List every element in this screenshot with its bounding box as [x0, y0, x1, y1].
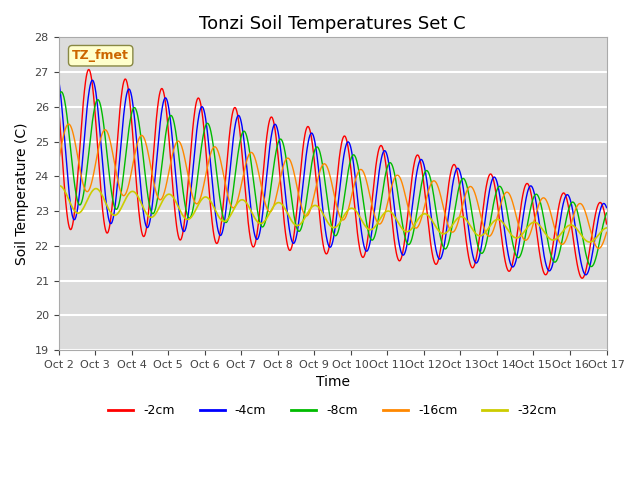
Y-axis label: Soil Temperature (C): Soil Temperature (C)	[15, 122, 29, 265]
Legend: -2cm, -4cm, -8cm, -16cm, -32cm: -2cm, -4cm, -8cm, -16cm, -32cm	[103, 399, 562, 422]
X-axis label: Time: Time	[316, 375, 349, 389]
Title: Tonzi Soil Temperatures Set C: Tonzi Soil Temperatures Set C	[199, 15, 466, 33]
Text: TZ_fmet: TZ_fmet	[72, 49, 129, 62]
